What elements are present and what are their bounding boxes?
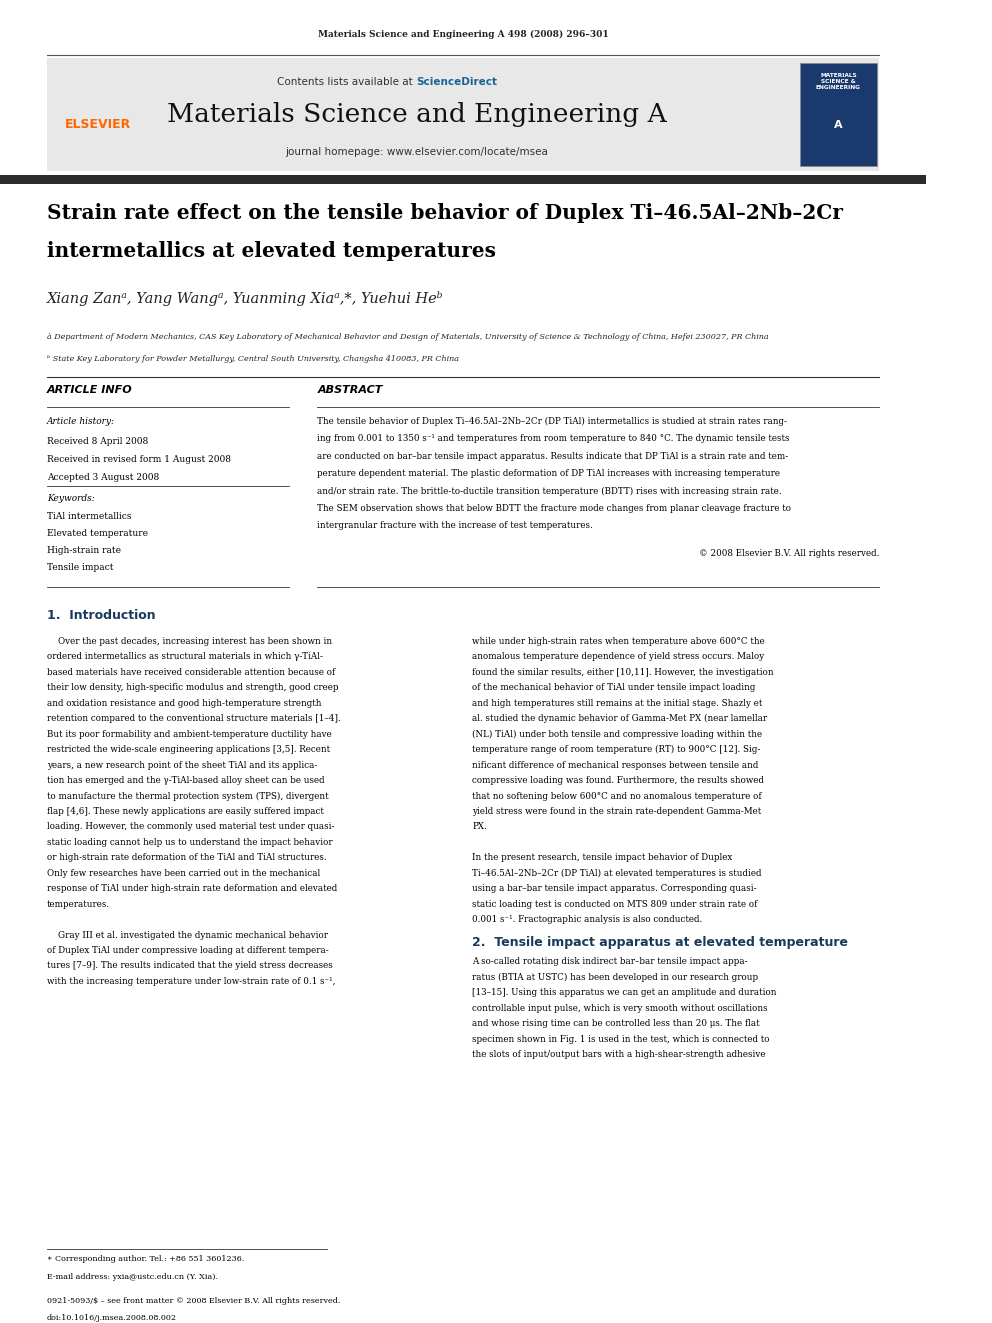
- Text: © 2008 Elsevier B.V. All rights reserved.: © 2008 Elsevier B.V. All rights reserved…: [699, 549, 880, 558]
- Text: while under high-strain rates when temperature above 600°C the: while under high-strain rates when tempe…: [472, 636, 765, 646]
- Text: al. studied the dynamic behavior of Gamma-Met PX (near lamellar: al. studied the dynamic behavior of Gamm…: [472, 714, 768, 724]
- Text: ordered intermetallics as structural materials in which γ-TiAl-: ordered intermetallics as structural mat…: [47, 652, 322, 662]
- Text: using a bar–bar tensile impact apparatus. Corresponding quasi-: using a bar–bar tensile impact apparatus…: [472, 884, 757, 893]
- Text: ARTICLE INFO: ARTICLE INFO: [47, 385, 133, 394]
- Text: TiAl intermetallics: TiAl intermetallics: [47, 512, 131, 521]
- Text: flap [4,6]. These newly applications are easily suffered impact: flap [4,6]. These newly applications are…: [47, 807, 323, 816]
- Text: the slots of input/output bars with a high-shear-strength adhesive: the slots of input/output bars with a hi…: [472, 1050, 766, 1060]
- Text: specimen shown in Fig. 1 is used in the test, which is connected to: specimen shown in Fig. 1 is used in the …: [472, 1035, 770, 1044]
- Text: Received in revised form 1 August 2008: Received in revised form 1 August 2008: [47, 455, 231, 463]
- Text: and/or strain rate. The brittle-to-ductile transition temperature (BDTT) rises w: and/or strain rate. The brittle-to-ducti…: [317, 487, 782, 496]
- Bar: [801, 62, 877, 167]
- Text: Strain rate effect on the tensile behavior of Duplex Ti–46.5Al–2Nb–2Cr: Strain rate effect on the tensile behavi…: [47, 204, 842, 224]
- Text: Ti–46.5Al–2Nb–2Cr (DP TiAl) at elevated temperatures is studied: Ti–46.5Al–2Nb–2Cr (DP TiAl) at elevated …: [472, 869, 762, 878]
- Text: Received 8 April 2008: Received 8 April 2008: [47, 437, 148, 446]
- Text: ing from 0.001 to 1350 s⁻¹ and temperatures from room temperature to 840 °C. The: ing from 0.001 to 1350 s⁻¹ and temperatu…: [317, 434, 790, 443]
- Text: doi:10.1016/j.msea.2008.08.002: doi:10.1016/j.msea.2008.08.002: [47, 1314, 177, 1322]
- Text: ELSEVIER: ELSEVIER: [65, 118, 132, 131]
- Text: anomalous temperature dependence of yield stress occurs. Maloy: anomalous temperature dependence of yiel…: [472, 652, 765, 662]
- Text: retention compared to the conventional structure materials [1–4].: retention compared to the conventional s…: [47, 714, 340, 724]
- Text: intermetallics at elevated temperatures: intermetallics at elevated temperatures: [47, 241, 496, 261]
- Text: journal homepage: www.elsevier.com/locate/msea: journal homepage: www.elsevier.com/locat…: [285, 147, 548, 156]
- Text: Contents lists available at: Contents lists available at: [278, 77, 417, 87]
- Text: static loading cannot help us to understand the impact behavior: static loading cannot help us to underst…: [47, 837, 332, 847]
- Text: Keywords:: Keywords:: [47, 495, 94, 504]
- Text: ABSTRACT: ABSTRACT: [317, 385, 383, 394]
- Text: The SEM observation shows that below BDTT the fracture mode changes from planar : The SEM observation shows that below BDT…: [317, 504, 792, 513]
- Text: Article history:: Article history:: [47, 417, 115, 426]
- Text: [13–15]. Using this apparatus we can get an amplitude and duration: [13–15]. Using this apparatus we can get…: [472, 988, 777, 998]
- Text: of the mechanical behavior of TiAl under tensile impact loading: of the mechanical behavior of TiAl under…: [472, 684, 756, 692]
- Text: E-mail address: yxia@ustc.edu.cn (Y. Xia).: E-mail address: yxia@ustc.edu.cn (Y. Xia…: [47, 1273, 217, 1281]
- Text: Tensile impact: Tensile impact: [47, 564, 113, 573]
- Text: Xiang Zanᵃ, Yang Wangᵃ, Yuanming Xiaᵃ,*, Yuehui Heᵇ: Xiang Zanᵃ, Yang Wangᵃ, Yuanming Xiaᵃ,*,…: [47, 291, 443, 306]
- Text: 0921-5093/$ – see front matter © 2008 Elsevier B.V. All rights reserved.: 0921-5093/$ – see front matter © 2008 El…: [47, 1297, 340, 1304]
- Text: compressive loading was found. Furthermore, the results showed: compressive loading was found. Furthermo…: [472, 777, 765, 785]
- Text: Over the past decades, increasing interest has been shown in: Over the past decades, increasing intere…: [47, 636, 331, 646]
- Text: A so-called rotating disk indirect bar–bar tensile impact appa-: A so-called rotating disk indirect bar–b…: [472, 958, 748, 967]
- Text: found the similar results, either [10,11]. However, the investigation: found the similar results, either [10,11…: [472, 668, 774, 677]
- Text: to manufacture the thermal protection system (TPS), divergent: to manufacture the thermal protection sy…: [47, 791, 328, 800]
- Text: MATERIALS
SCIENCE &
ENGINEERING: MATERIALS SCIENCE & ENGINEERING: [816, 73, 861, 90]
- Text: A: A: [834, 119, 843, 130]
- Text: 0.001 s⁻¹. Fractographic analysis is also conducted.: 0.001 s⁻¹. Fractographic analysis is als…: [472, 916, 702, 925]
- Text: with the increasing temperature under low-strain rate of 0.1 s⁻¹,: with the increasing temperature under lo…: [47, 976, 335, 986]
- Text: and whose rising time can be controlled less than 20 μs. The flat: and whose rising time can be controlled …: [472, 1019, 760, 1028]
- Text: based materials have received considerable attention because of: based materials have received considerab…: [47, 668, 335, 677]
- Text: tion has emerged and the γ-TiAl-based alloy sheet can be used: tion has emerged and the γ-TiAl-based al…: [47, 777, 324, 785]
- Text: ᵇ State Key Laboratory for Powder Metallurgy, Central South University, Changsha: ᵇ State Key Laboratory for Powder Metall…: [47, 355, 458, 363]
- Text: yield stress were found in the strain rate-dependent Gamma-Met: yield stress were found in the strain ra…: [472, 807, 762, 816]
- Bar: [0, 176, 927, 184]
- Text: temperatures.: temperatures.: [47, 900, 110, 909]
- Text: restricted the wide-scale engineering applications [3,5]. Recent: restricted the wide-scale engineering ap…: [47, 745, 329, 754]
- Text: 2.  Tensile impact apparatus at elevated temperature: 2. Tensile impact apparatus at elevated …: [472, 935, 848, 949]
- Text: But its poor formability and ambient-temperature ductility have: But its poor formability and ambient-tem…: [47, 730, 331, 738]
- Text: and high temperatures still remains at the initial stage. Shazly et: and high temperatures still remains at t…: [472, 699, 763, 708]
- Text: PX.: PX.: [472, 823, 487, 831]
- Text: years, a new research point of the sheet TiAl and its applica-: years, a new research point of the sheet…: [47, 761, 317, 770]
- Text: Accepted 3 August 2008: Accepted 3 August 2008: [47, 472, 159, 482]
- Text: and oxidation resistance and good high-temperature strength: and oxidation resistance and good high-t…: [47, 699, 321, 708]
- Text: Materials Science and Engineering A: Materials Science and Engineering A: [167, 102, 667, 127]
- Text: that no softening below 600°C and no anomalous temperature of: that no softening below 600°C and no ano…: [472, 791, 762, 800]
- Text: loading. However, the commonly used material test under quasi-: loading. However, the commonly used mate…: [47, 823, 334, 831]
- Text: of Duplex TiAl under compressive loading at different tempera-: of Duplex TiAl under compressive loading…: [47, 946, 328, 955]
- Text: Gray III et al. investigated the dynamic mechanical behavior: Gray III et al. investigated the dynamic…: [47, 930, 327, 939]
- Text: response of TiAl under high-strain rate deformation and elevated: response of TiAl under high-strain rate …: [47, 884, 337, 893]
- Text: The tensile behavior of Duplex Ti–46.5Al–2Nb–2Cr (DP TiAl) intermetallics is stu: The tensile behavior of Duplex Ti–46.5Al…: [317, 417, 788, 426]
- Text: perature dependent material. The plastic deformation of DP TiAl increases with i: perature dependent material. The plastic…: [317, 470, 781, 478]
- Text: controllable input pulse, which is very smooth without oscillations: controllable input pulse, which is very …: [472, 1004, 768, 1013]
- Text: Materials Science and Engineering A 498 (2008) 296–301: Materials Science and Engineering A 498 …: [317, 30, 608, 40]
- Text: nificant difference of mechanical responses between tensile and: nificant difference of mechanical respon…: [472, 761, 759, 770]
- Text: intergranular fracture with the increase of test temperatures.: intergranular fracture with the increase…: [317, 521, 593, 531]
- Text: are conducted on bar–bar tensile impact apparatus. Results indicate that DP TiAl: are conducted on bar–bar tensile impact …: [317, 451, 789, 460]
- Text: tures [7–9]. The results indicated that the yield stress decreases: tures [7–9]. The results indicated that …: [47, 962, 332, 971]
- Text: In the present research, tensile impact behavior of Duplex: In the present research, tensile impact …: [472, 853, 733, 863]
- Text: ScienceDirect: ScienceDirect: [417, 77, 497, 87]
- Text: Elevated temperature: Elevated temperature: [47, 529, 148, 538]
- Text: Only few researches have been carried out in the mechanical: Only few researches have been carried ou…: [47, 869, 320, 877]
- Text: High-strain rate: High-strain rate: [47, 546, 121, 556]
- Text: ∗ Corresponding author. Tel.: +86 551 3601236.: ∗ Corresponding author. Tel.: +86 551 36…: [47, 1256, 244, 1263]
- Bar: [47, 58, 880, 172]
- Text: temperature range of room temperature (RT) to 900°C [12]. Sig-: temperature range of room temperature (R…: [472, 745, 761, 754]
- Text: or high-strain rate deformation of the TiAl and TiAl structures.: or high-strain rate deformation of the T…: [47, 853, 326, 863]
- Text: static loading test is conducted on MTS 809 under strain rate of: static loading test is conducted on MTS …: [472, 900, 758, 909]
- Text: (NL) TiAl) under both tensile and compressive loading within the: (NL) TiAl) under both tensile and compre…: [472, 730, 763, 738]
- Text: their low density, high-specific modulus and strength, good creep: their low density, high-specific modulus…: [47, 684, 338, 692]
- Text: à Department of Modern Mechanics, CAS Key Laboratory of Mechanical Behavior and : à Department of Modern Mechanics, CAS Ke…: [47, 333, 769, 341]
- Text: ratus (BTIA at USTC) has been developed in our research group: ratus (BTIA at USTC) has been developed …: [472, 972, 759, 982]
- Text: 1.  Introduction: 1. Introduction: [47, 609, 156, 622]
